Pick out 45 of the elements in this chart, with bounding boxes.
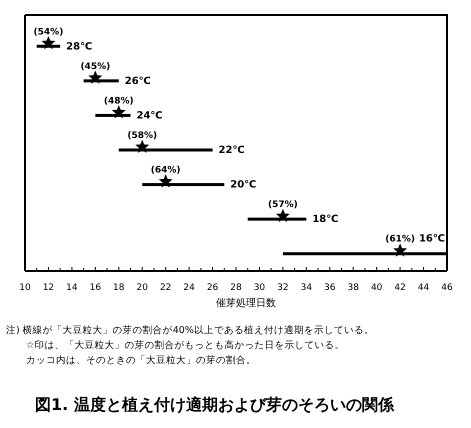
x-tick-label: 10 bbox=[19, 283, 31, 293]
x-tick-label: 30 bbox=[254, 283, 266, 293]
annotation: (64%) bbox=[150, 166, 181, 176]
x-tick-label: 18 bbox=[113, 283, 125, 293]
x-tick-label: 24 bbox=[183, 283, 196, 293]
annotation: (45%) bbox=[80, 62, 110, 72]
annotation: (48%) bbox=[104, 96, 134, 106]
x-tick-label: 42 bbox=[394, 283, 406, 293]
point bbox=[394, 244, 406, 256]
x-tick-label: 46 bbox=[441, 283, 453, 293]
point bbox=[159, 175, 172, 187]
x-tick-label: 14 bbox=[66, 283, 78, 293]
point bbox=[136, 140, 148, 152]
annotation: 26℃ bbox=[124, 76, 151, 87]
x-tick-label: 22 bbox=[160, 283, 172, 293]
x-tick-label: 44 bbox=[418, 283, 430, 293]
text: ☆印は、「大豆粒大」の芽の割合がもっとも高かった日を示している。 bbox=[26, 339, 345, 351]
x-tick-label: 38 bbox=[347, 283, 360, 293]
x-tick-label: 12 bbox=[42, 283, 54, 293]
point bbox=[42, 36, 55, 49]
point bbox=[89, 71, 102, 84]
x-axis-title: 催芽処理日数 bbox=[216, 297, 276, 309]
annotation: (58%) bbox=[127, 131, 158, 141]
x-tick-label: 36 bbox=[324, 283, 336, 293]
annotation: 18℃ bbox=[312, 214, 338, 226]
annotation: (61%) bbox=[385, 234, 415, 245]
text: カッコ内は、そのときの「大豆粒大」の芽の割合。 bbox=[26, 354, 256, 366]
x-tick-label: 28 bbox=[230, 283, 242, 293]
annotation: 20℃ bbox=[230, 180, 256, 191]
annotation: 16℃ bbox=[418, 234, 445, 245]
x-tick-label: 26 bbox=[206, 283, 219, 293]
x-tick-label: 34 bbox=[300, 283, 312, 293]
text: 注) 横線が「大豆粒大」の芽の割合が40%以上である植え付け適期を示している。 bbox=[6, 324, 374, 336]
annotation: 28℃ bbox=[66, 41, 92, 52]
point bbox=[112, 106, 125, 118]
x-tick-label: 20 bbox=[136, 283, 148, 293]
x-tick-label: 40 bbox=[370, 283, 383, 293]
point bbox=[276, 210, 290, 222]
annotation: 24℃ bbox=[136, 110, 163, 122]
annotation: 22℃ bbox=[218, 145, 245, 156]
annotation: (54%) bbox=[34, 27, 64, 38]
x-tick-label: 32 bbox=[277, 283, 289, 293]
x-tick-label: 16 bbox=[90, 283, 102, 293]
annotation: (57%) bbox=[268, 200, 298, 210]
text: 図1. 温度と植え付け適期および芽のそろいの関係 bbox=[35, 395, 395, 414]
